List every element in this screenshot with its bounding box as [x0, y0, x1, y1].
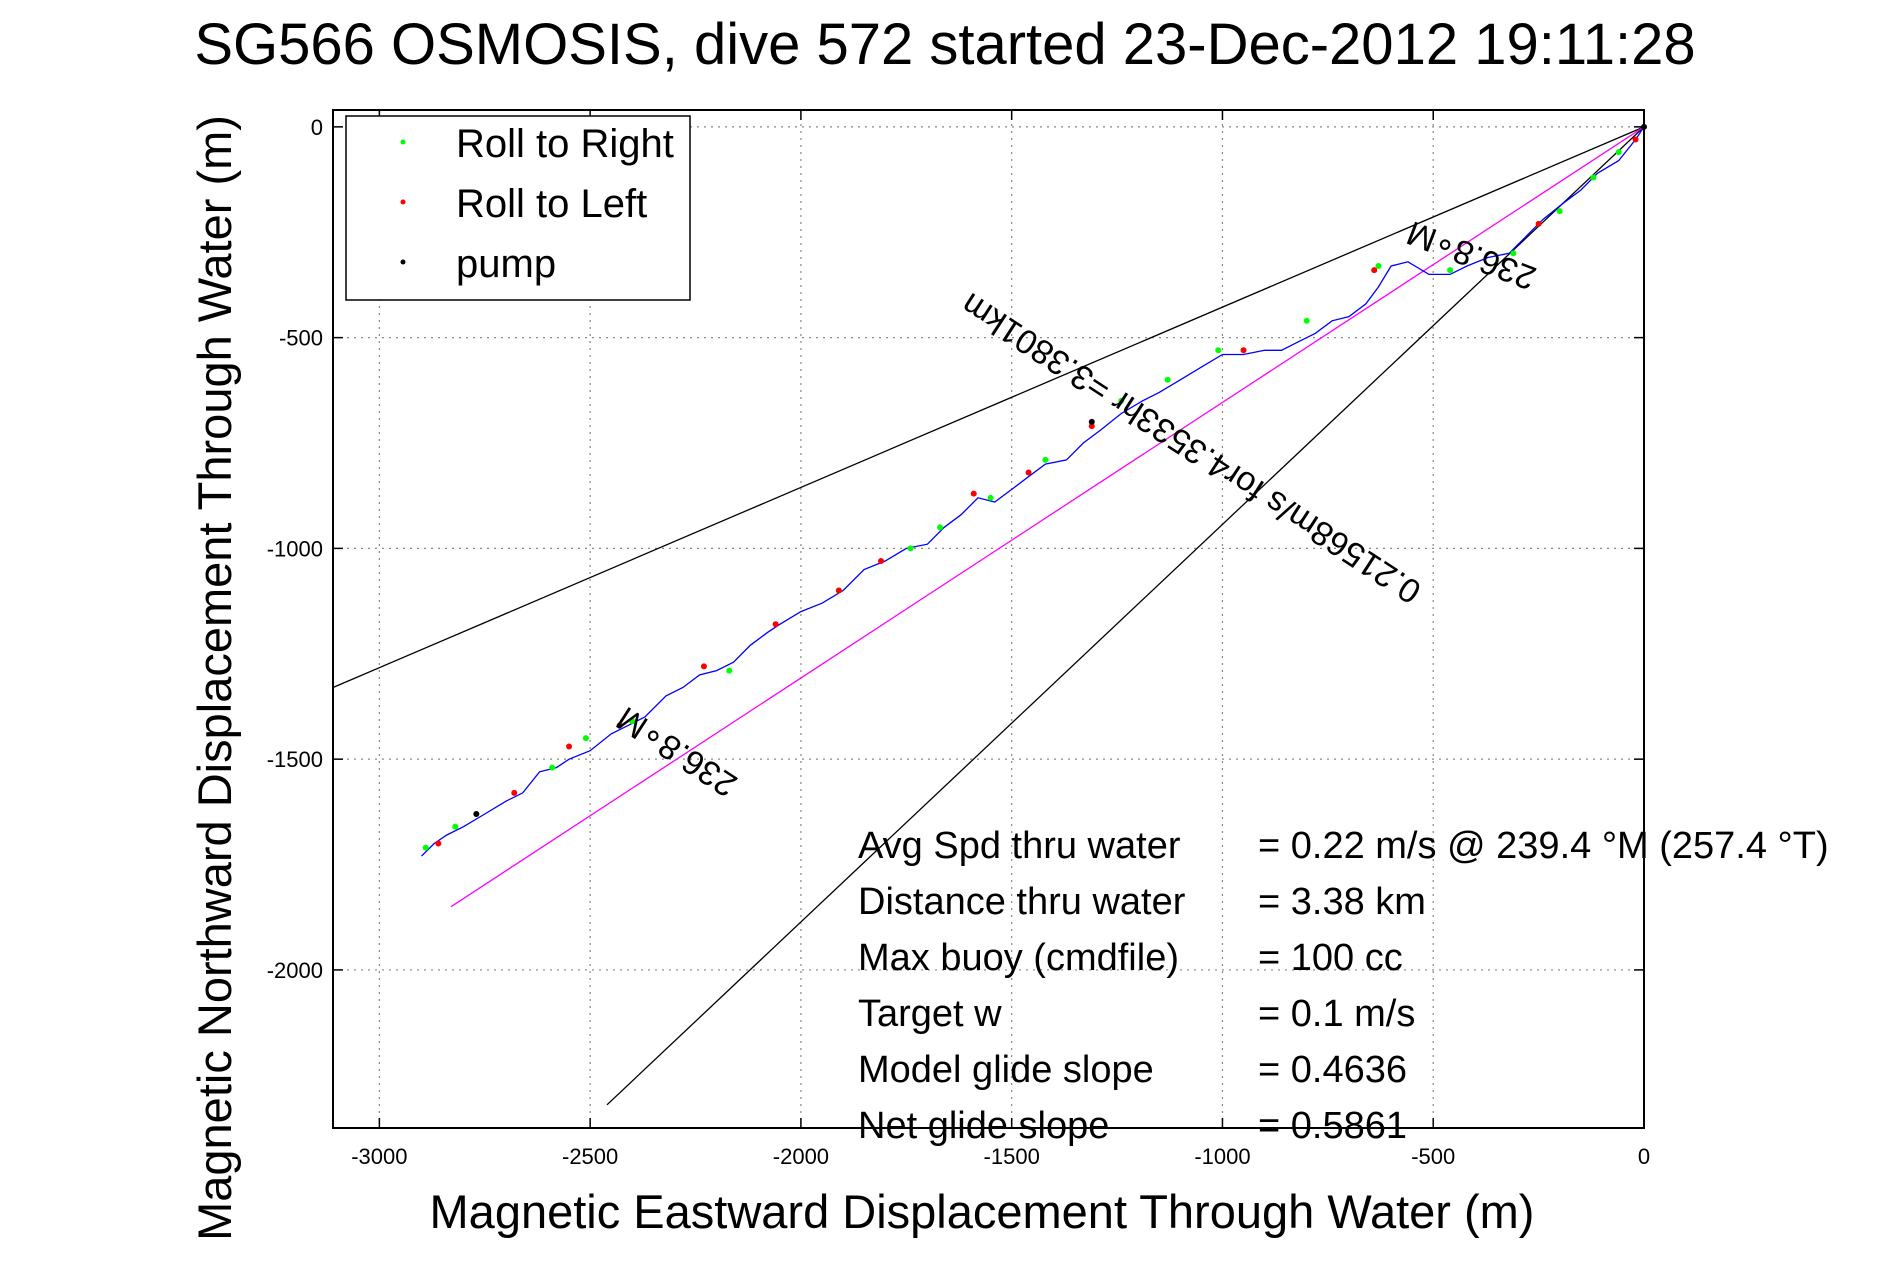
y-axis: 0 -500 -1000 -1500 -2000 [267, 115, 1644, 983]
roll-to-left-point [835, 587, 842, 594]
stat-value: = 0.22 m/s @ 239.4 °M (257.4 °T) [1258, 825, 1829, 867]
roll-to-right-point [422, 844, 429, 851]
roll-to-right-point [549, 764, 556, 771]
course-annotation: 236.8∘M [610, 699, 744, 804]
stat-value: = 0.5861 [1258, 1105, 1407, 1147]
roll-to-right-point [1303, 317, 1310, 324]
roll-to-right-point [1510, 250, 1517, 257]
roll-to-left-point [1632, 136, 1639, 143]
roll-to-left-point [1371, 267, 1378, 274]
x-axis: -3000 -2500 -2000 -1500 -1000 -500 0 [351, 110, 1650, 1169]
net-displacement-line [450, 126, 1644, 908]
roll-to-left-point [970, 490, 977, 497]
roll-to-right-point [1615, 149, 1622, 156]
roll-to-right-point [1447, 267, 1454, 274]
lower-bound-line [606, 126, 1644, 1106]
stat-label: Avg Spd thru water [858, 825, 1181, 867]
legend-box [345, 115, 691, 301]
roll-to-right-point [1556, 208, 1563, 215]
reference-lines [333, 126, 1644, 1106]
roll-to-left-point [616, 722, 623, 729]
course-annotation: 236.8∘M [1402, 213, 1541, 297]
series [421, 123, 1647, 857]
y-tick-label: 0 [311, 115, 323, 140]
x-tick-label: 0 [1638, 1144, 1650, 1169]
stat-label: Model glide slope [858, 1049, 1154, 1091]
legend-label: Roll to Right [456, 122, 674, 166]
roll-to-left-point [435, 840, 442, 847]
stat-label: Net glide slope [858, 1105, 1109, 1147]
y-tick-label: -2000 [267, 958, 323, 983]
legend-label: Roll to Left [456, 182, 647, 226]
roll-to-left-point [878, 558, 885, 565]
legend-marker [400, 199, 406, 205]
x-tick-label: -1500 [984, 1144, 1040, 1169]
roll-to-right-point [907, 545, 914, 552]
legend: Roll to Right Roll to Left pump [345, 115, 691, 301]
stats-panel: Avg Spd thru water = 0.22 m/s @ 239.4 °M … [858, 825, 1829, 1147]
roll-to-right-point [1118, 397, 1125, 404]
legend-label: pump [456, 242, 556, 286]
roll-to-right-point [726, 667, 733, 674]
stat-value: = 3.38 km [1258, 881, 1426, 923]
pump-point [473, 810, 480, 817]
roll-to-left-point [566, 743, 573, 750]
roll-to-left-point [1088, 423, 1095, 430]
track-line [421, 126, 1645, 857]
roll-to-right-point [937, 524, 944, 531]
roll-to-right-point [1590, 174, 1597, 181]
x-tick-label: -3000 [351, 1144, 407, 1169]
y-tick-label: -500 [279, 326, 323, 351]
chart-title: SG566 OSMOSIS, dive 572 started 23-Dec-2… [194, 12, 1695, 77]
roll-to-right-point [1375, 262, 1382, 269]
roll-to-right-point [1042, 456, 1049, 463]
roll-to-right-point [987, 494, 994, 501]
legend-marker [400, 139, 406, 145]
roll-to-left-point [1535, 220, 1542, 227]
roll-to-left-point [700, 663, 707, 670]
pump-point [1088, 418, 1095, 425]
roll-to-left-point [772, 621, 779, 628]
roll-to-right-point [1164, 376, 1171, 383]
x-tick-label: -1000 [1194, 1144, 1250, 1169]
y-tick-label: -1000 [267, 536, 323, 561]
stat-value: = 0.1 m/s [1258, 993, 1415, 1035]
upper-bound-line [333, 126, 1644, 689]
plot-area [332, 109, 1645, 1129]
roll-to-right-point [1215, 347, 1222, 354]
roll-to-left-point [1025, 469, 1032, 476]
y-axis-label: Magnetic Northward Displacement Through … [188, 115, 241, 1241]
y-tick-label: -1500 [267, 747, 323, 772]
roll-to-right-point [582, 735, 589, 742]
x-tick-label: -2500 [562, 1144, 618, 1169]
stat-value: = 0.4636 [1258, 1049, 1407, 1091]
roll-to-left-point [511, 789, 518, 796]
x-axis-label: Magnetic Eastward Displacement Through W… [430, 1185, 1535, 1238]
stat-label: Max buoy (cmdfile) [858, 937, 1179, 979]
roll-to-right-point [629, 718, 636, 725]
stat-value: = 100 cc [1258, 937, 1403, 979]
roll-to-right-point [452, 823, 459, 830]
legend-marker [400, 259, 406, 265]
x-tick-label: -500 [1411, 1144, 1455, 1169]
roll-to-left-point [1240, 347, 1247, 354]
course-annotation: 0.21568m/s for4.3533hr =3.3801km [955, 285, 1428, 611]
x-tick-label: -2000 [773, 1144, 829, 1169]
stat-label: Distance thru water [858, 881, 1186, 923]
stat-label: Target w [858, 993, 1002, 1035]
